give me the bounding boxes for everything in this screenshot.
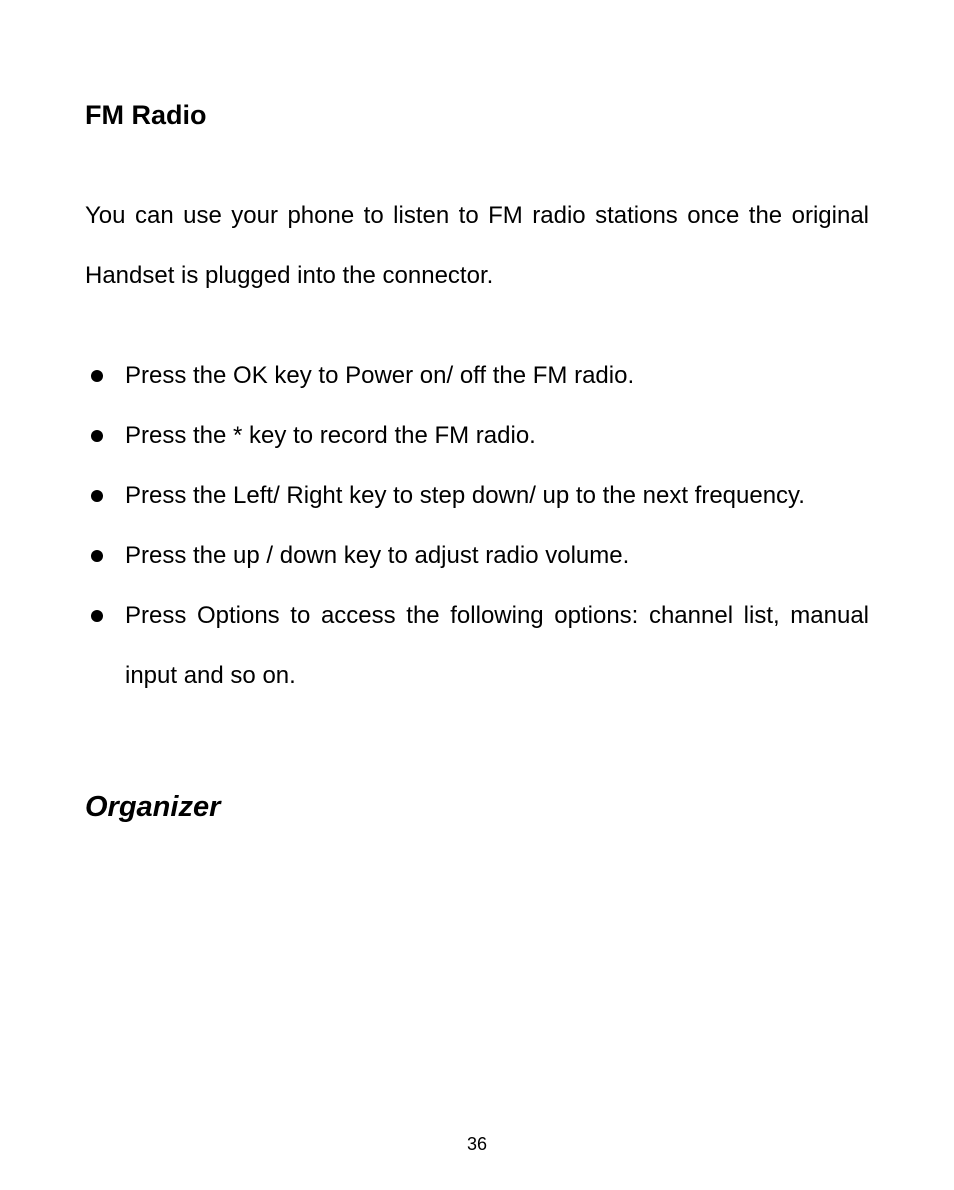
- section-title: FM Radio: [85, 100, 869, 131]
- document-page: FM Radio You can use your phone to liste…: [0, 0, 954, 1190]
- bullet-item: Press the Left/ Right key to step down/ …: [85, 466, 869, 526]
- intro-paragraph: You can use your phone to listen to FM r…: [85, 186, 869, 306]
- bullet-item: Press the * key to record the FM radio.: [85, 406, 869, 466]
- page-number: 36: [0, 1134, 954, 1155]
- section-heading: Organizer: [85, 791, 869, 824]
- bullet-item: Press the OK key to Power on/ off the FM…: [85, 346, 869, 406]
- bullet-item: Press Options to access the following op…: [85, 586, 869, 706]
- bullet-list: Press the OK key to Power on/ off the FM…: [85, 346, 869, 706]
- bullet-item: Press the up / down key to adjust radio …: [85, 526, 869, 586]
